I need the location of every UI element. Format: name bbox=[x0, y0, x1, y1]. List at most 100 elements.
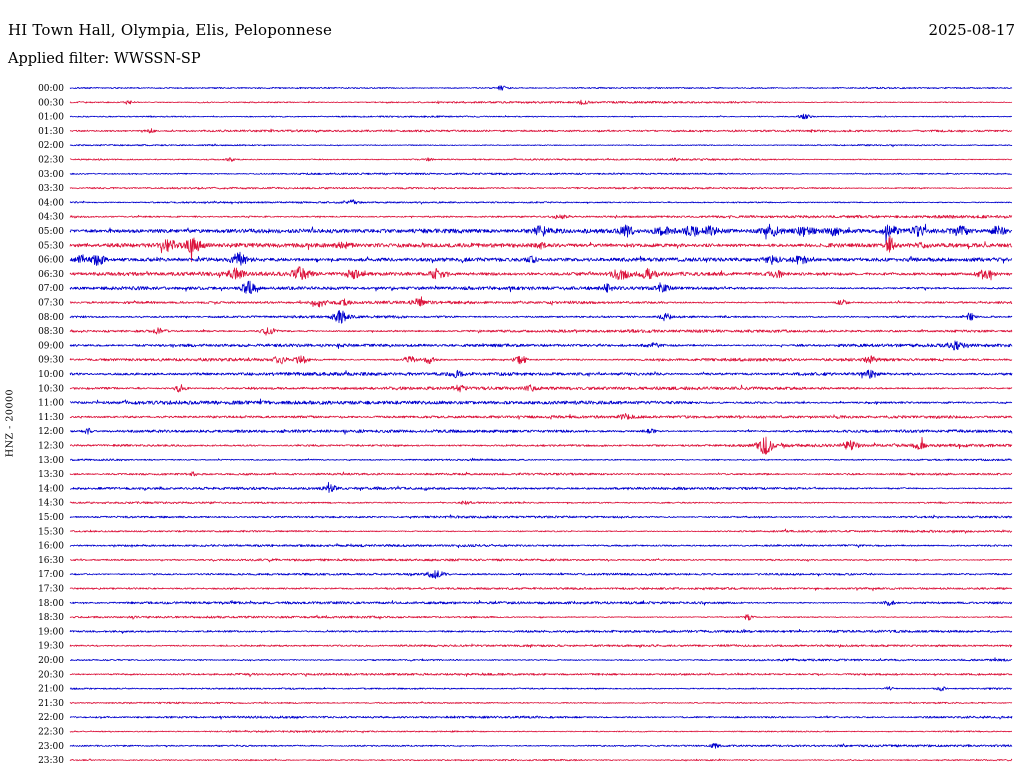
trace-time-label: 16:00 bbox=[38, 542, 64, 552]
seismo-trace bbox=[69, 436, 1013, 455]
trace-time-label: 13:00 bbox=[38, 456, 64, 466]
trace-time-label: 00:00 bbox=[38, 84, 64, 94]
seismo-trace bbox=[69, 113, 1013, 120]
seismo-trace bbox=[69, 514, 1013, 519]
trace-time-label: 06:30 bbox=[38, 270, 64, 280]
seismo-trace bbox=[69, 457, 1013, 462]
trace-time-label: 10:00 bbox=[38, 370, 64, 380]
seismo-trace bbox=[69, 743, 1013, 749]
seismo-trace bbox=[69, 266, 1013, 281]
applied-filter-label: Applied filter: WWSSN-SP bbox=[8, 51, 201, 67]
trace-time-label: 19:30 bbox=[38, 642, 64, 652]
seismo-trace bbox=[69, 99, 1013, 106]
seismo-trace bbox=[69, 686, 1013, 692]
trace-time-label: 08:30 bbox=[38, 327, 64, 337]
trace-time-label: 18:00 bbox=[38, 599, 64, 609]
trace-time-label: 20:00 bbox=[38, 656, 64, 666]
seismo-trace bbox=[69, 729, 1013, 734]
trace-time-label: 06:00 bbox=[38, 256, 64, 266]
seismo-trace bbox=[69, 340, 1013, 351]
trace-time-label: 23:00 bbox=[38, 742, 64, 752]
trace-time-label: 19:00 bbox=[38, 627, 64, 637]
seismo-trace bbox=[69, 369, 1013, 379]
seismo-trace bbox=[69, 599, 1013, 606]
seismo-trace bbox=[69, 143, 1013, 148]
seismo-trace bbox=[69, 586, 1013, 592]
seismo-trace bbox=[69, 199, 1013, 205]
trace-time-label: 01:00 bbox=[38, 113, 64, 123]
trace-time-label: 21:00 bbox=[38, 685, 64, 695]
seismo-trace bbox=[69, 500, 1013, 506]
seismo-trace bbox=[69, 570, 1013, 579]
seismo-trace bbox=[69, 657, 1013, 662]
trace-time-label: 14:30 bbox=[38, 499, 64, 509]
trace-time-label: 04:30 bbox=[38, 213, 64, 223]
seismo-trace bbox=[69, 296, 1013, 308]
trace-time-label: 12:00 bbox=[38, 427, 64, 437]
seismo-trace bbox=[69, 157, 1013, 162]
trace-time-label: 13:30 bbox=[38, 470, 64, 480]
trace-time-label: 23:30 bbox=[38, 756, 64, 766]
trace-time-label: 17:30 bbox=[38, 585, 64, 595]
trace-time-label: 18:30 bbox=[38, 613, 64, 623]
trace-time-label: 01:30 bbox=[38, 127, 64, 137]
trace-time-label: 05:00 bbox=[38, 227, 64, 237]
seismo-trace bbox=[69, 427, 1013, 435]
trace-time-label: 02:00 bbox=[38, 141, 64, 151]
seismo-trace bbox=[69, 614, 1013, 621]
seismo-trace bbox=[69, 384, 1013, 393]
trace-time-label: 03:00 bbox=[38, 170, 64, 180]
trace-time-label: 15:00 bbox=[38, 513, 64, 523]
trace-time-label: 04:00 bbox=[38, 198, 64, 208]
trace-time-label: 02:30 bbox=[38, 156, 64, 166]
seismo-trace bbox=[69, 251, 1013, 266]
seismo-trace bbox=[69, 186, 1013, 191]
seismo-trace bbox=[69, 543, 1013, 549]
trace-time-label: 07:30 bbox=[38, 299, 64, 309]
seismo-trace bbox=[69, 471, 1013, 477]
seismo-trace bbox=[69, 398, 1013, 405]
seismo-trace bbox=[69, 310, 1013, 324]
seismo-trace bbox=[69, 327, 1013, 336]
trace-time-label: 14:00 bbox=[38, 484, 64, 494]
seismo-trace bbox=[69, 701, 1013, 705]
seismo-trace bbox=[69, 280, 1013, 295]
trace-time-label: 00:30 bbox=[38, 98, 64, 108]
trace-time-label: 22:00 bbox=[38, 713, 64, 723]
seismo-trace bbox=[69, 214, 1013, 220]
seismo-trace bbox=[69, 355, 1013, 365]
trace-time-label: 15:30 bbox=[38, 527, 64, 537]
seismo-trace bbox=[69, 758, 1013, 762]
trace-time-label: 09:30 bbox=[38, 356, 64, 366]
trace-time-label: 20:30 bbox=[38, 670, 64, 680]
seismo-trace bbox=[69, 628, 1013, 634]
seismo-trace bbox=[69, 235, 1013, 263]
trace-time-label: 10:30 bbox=[38, 384, 64, 394]
seismo-trace bbox=[69, 528, 1013, 534]
plot-date: 2025-08-17 bbox=[928, 21, 1015, 39]
trace-time-label: 07:00 bbox=[38, 284, 64, 294]
seismo-trace bbox=[69, 672, 1013, 678]
seismo-trace bbox=[69, 481, 1013, 493]
trace-time-label: 05:30 bbox=[38, 241, 64, 251]
trace-time-label: 11:30 bbox=[38, 413, 64, 423]
trace-time-label: 09:00 bbox=[38, 341, 64, 351]
seismo-trace bbox=[69, 715, 1013, 720]
seismo-trace bbox=[69, 413, 1013, 420]
seismo-trace bbox=[69, 223, 1013, 245]
trace-time-label: 11:00 bbox=[38, 399, 64, 409]
seismo-trace bbox=[69, 128, 1013, 134]
trace-time-label: 03:30 bbox=[38, 184, 64, 194]
trace-time-label: 22:30 bbox=[38, 728, 64, 738]
seismo-trace bbox=[69, 172, 1013, 176]
trace-time-label: 21:30 bbox=[38, 699, 64, 709]
station-title: HI Town Hall, Olympia, Elis, Peloponnese bbox=[8, 21, 333, 39]
trace-time-label: 12:30 bbox=[38, 442, 64, 452]
seismo-trace bbox=[69, 558, 1012, 563]
trace-time-label: 16:30 bbox=[38, 556, 64, 566]
seismo-trace bbox=[69, 85, 1013, 91]
trace-time-label: 17:00 bbox=[38, 570, 64, 580]
trace-time-label: 08:00 bbox=[38, 313, 64, 323]
